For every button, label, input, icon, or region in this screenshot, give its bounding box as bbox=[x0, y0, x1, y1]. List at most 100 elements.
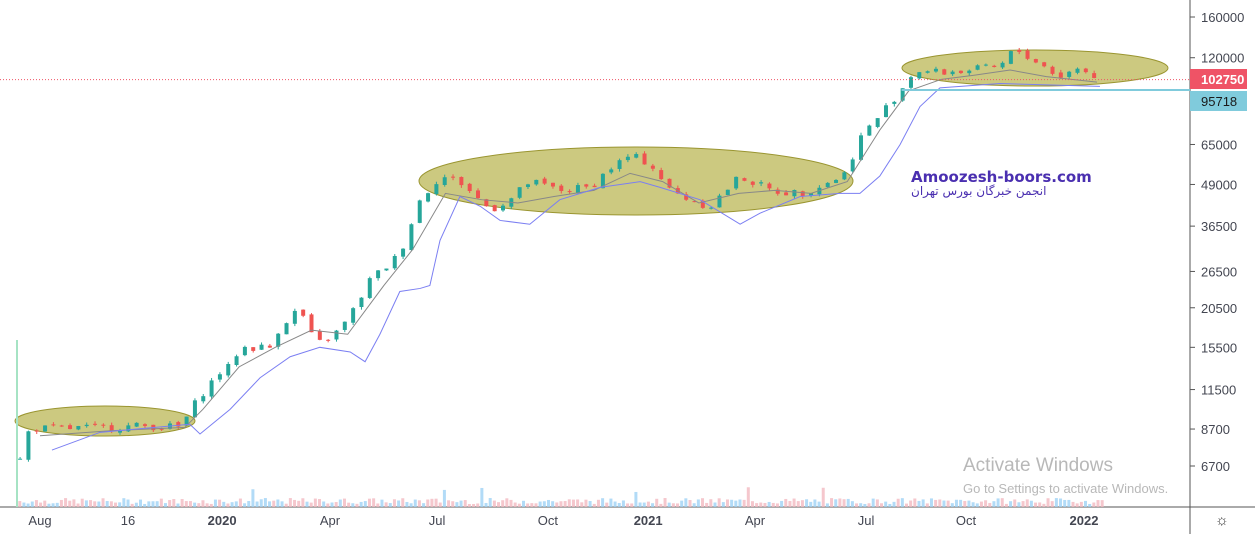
candle-body bbox=[750, 181, 755, 185]
candle-body bbox=[492, 205, 497, 212]
candle-body bbox=[176, 422, 181, 427]
volume-bar bbox=[721, 502, 725, 507]
brand-watermark-fa: انجمن خبرگان بورس تهران bbox=[911, 184, 1047, 198]
candle-body bbox=[234, 356, 239, 365]
gear-icon[interactable]: ☼ bbox=[1215, 512, 1229, 529]
volume-bar bbox=[26, 503, 30, 507]
candle-body bbox=[476, 190, 481, 199]
volume-bar bbox=[363, 501, 367, 507]
candle-body bbox=[875, 118, 880, 127]
volume-bar bbox=[913, 498, 917, 507]
candle-body bbox=[184, 416, 189, 426]
volume-bar bbox=[176, 503, 180, 507]
volume-bar bbox=[209, 503, 213, 507]
volume-bar bbox=[372, 498, 376, 507]
volume-bar bbox=[634, 491, 638, 507]
candle-body bbox=[26, 431, 31, 460]
candle-body bbox=[792, 190, 797, 197]
volume-bar bbox=[405, 501, 409, 507]
volume-bar bbox=[929, 498, 933, 507]
candle-body bbox=[251, 347, 256, 351]
volume-bar bbox=[825, 503, 829, 507]
volume-bar bbox=[51, 503, 55, 507]
volume-bar bbox=[251, 489, 255, 507]
volume-bar bbox=[713, 502, 717, 507]
volume-bar bbox=[750, 501, 754, 507]
volume-bar bbox=[705, 502, 709, 507]
volume-bar bbox=[55, 502, 59, 507]
volume-bar bbox=[272, 500, 276, 507]
volume-bar bbox=[134, 502, 138, 507]
candle-body bbox=[426, 193, 431, 202]
candle-body bbox=[442, 177, 447, 185]
volume-bar bbox=[488, 498, 492, 507]
volume-bar bbox=[996, 498, 1000, 507]
volume-bar bbox=[22, 502, 26, 507]
volume-bar bbox=[530, 503, 534, 507]
volume-bar bbox=[180, 499, 184, 507]
volume-bar bbox=[817, 501, 821, 507]
volume-bar bbox=[563, 501, 567, 507]
y-tick-label: 15500 bbox=[1201, 340, 1237, 355]
volume-bar bbox=[609, 498, 613, 507]
volume-bar bbox=[559, 501, 563, 507]
volume-bar bbox=[959, 499, 963, 507]
volume-bar bbox=[900, 498, 904, 507]
volume-bar bbox=[1025, 499, 1029, 507]
ma-value-badge bbox=[1190, 91, 1247, 111]
volume-bar bbox=[934, 499, 938, 507]
volume-bar bbox=[197, 503, 201, 507]
volume-bar bbox=[1046, 498, 1050, 507]
candle-body bbox=[376, 270, 381, 279]
y-tick-label: 36500 bbox=[1201, 219, 1237, 234]
y-tick-label: 11500 bbox=[1201, 383, 1236, 398]
volume-bar bbox=[463, 500, 467, 507]
volume-bar bbox=[392, 499, 396, 507]
candle-body bbox=[958, 70, 963, 74]
volume-bar bbox=[1042, 503, 1046, 507]
volume-bar bbox=[34, 500, 38, 507]
volume-bar bbox=[293, 499, 297, 507]
volume-bar bbox=[301, 498, 305, 507]
volume-bar bbox=[880, 503, 884, 507]
x-tick-label: Aug bbox=[28, 513, 51, 528]
volume-bar bbox=[259, 499, 263, 507]
volume-bar bbox=[859, 503, 863, 507]
volume-bar bbox=[359, 501, 363, 507]
volume-bar bbox=[397, 500, 401, 507]
volume-bar bbox=[472, 503, 476, 507]
volume-bar bbox=[1050, 501, 1054, 507]
candle-body bbox=[1025, 50, 1030, 59]
volume-bar bbox=[1021, 501, 1025, 507]
candle-body bbox=[950, 71, 955, 75]
candle-body bbox=[525, 184, 530, 187]
volume-bar bbox=[946, 500, 950, 507]
volume-bar bbox=[605, 502, 609, 507]
volume-bar bbox=[89, 500, 93, 507]
volume-bar bbox=[84, 500, 88, 507]
candle-body bbox=[334, 330, 339, 340]
volume-bar bbox=[130, 503, 134, 507]
volume-bar bbox=[767, 501, 771, 507]
candle-body bbox=[500, 205, 505, 211]
volume-bar bbox=[671, 503, 675, 507]
candle-body bbox=[342, 321, 347, 330]
volume-bar bbox=[513, 502, 517, 507]
candle-body bbox=[367, 278, 372, 298]
candle-body bbox=[1083, 68, 1088, 73]
candle-body bbox=[908, 77, 913, 88]
volume-bar bbox=[984, 500, 988, 507]
volume-bar bbox=[309, 502, 313, 507]
volume-bar bbox=[921, 499, 925, 507]
volume-bar bbox=[497, 502, 501, 507]
volume-bar bbox=[954, 499, 958, 507]
volume-bar bbox=[917, 500, 921, 507]
volume-bar bbox=[813, 499, 817, 507]
candle-body bbox=[51, 424, 56, 426]
volume-bar bbox=[967, 500, 971, 507]
candle-body bbox=[459, 177, 464, 186]
candle-body bbox=[567, 191, 572, 193]
candle-body bbox=[384, 268, 389, 271]
